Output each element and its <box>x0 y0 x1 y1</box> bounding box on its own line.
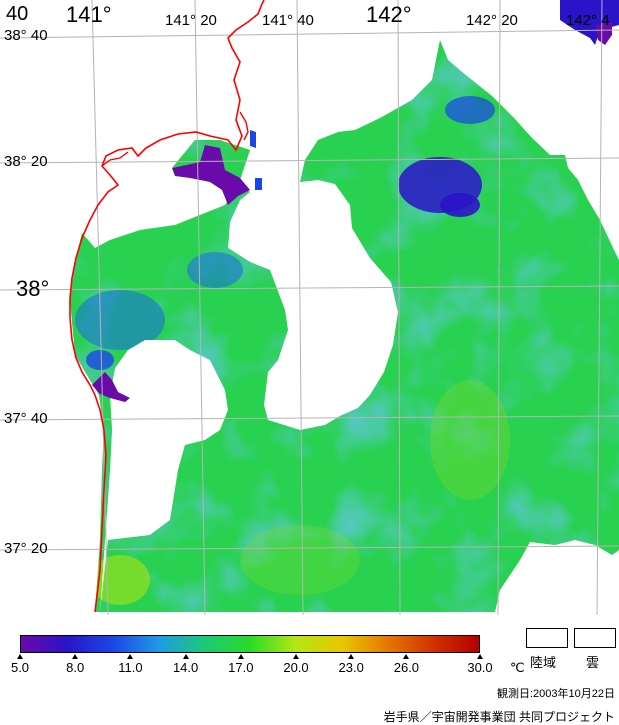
lat-label-38-40: 38° 40 <box>4 27 48 44</box>
colorbar-tick-mark <box>72 654 79 659</box>
credit-line: 岩手県／宇宙開発事業団 共同プロジェクト <box>383 710 615 724</box>
land-legend-swatch <box>526 628 568 648</box>
sst-map <box>0 0 619 615</box>
colorbar-tick-mark <box>237 654 244 659</box>
colorbar-tick-label: 17.0 <box>228 660 254 675</box>
colorbar-tick-label: 5.0 <box>10 660 30 675</box>
colorbar-tick-mark <box>403 654 410 659</box>
colorbar-tick-mark <box>182 654 189 659</box>
colorbar-tick-label: 11.0 <box>118 660 143 675</box>
colorbar-tick-mark <box>127 654 134 659</box>
temperature-colorbar <box>20 635 480 653</box>
lon-label-141-40: 141° 40 <box>262 12 314 29</box>
colorbar-tick-label: 30.0 <box>467 660 493 675</box>
lon-label-141-20: 141° 20 <box>165 12 217 29</box>
observation-date: 観測日:2003年10月22日 <box>497 688 615 700</box>
top-left-fragment: 40 <box>6 3 29 25</box>
colorbar-tick-label: 26.0 <box>393 660 420 675</box>
lat-label-38: 38° <box>16 276 50 301</box>
colorbar-tick-label: 23.0 <box>338 660 364 675</box>
colorbar-tick-mark <box>477 654 483 659</box>
land-legend-label: 陸域 <box>530 655 557 670</box>
colorbar-tick-label: 20.0 <box>283 660 309 675</box>
colorbar-tick-label: 8.0 <box>66 660 85 675</box>
lon-label-141: 141° <box>66 2 112 27</box>
lat-label-37-40: 37° 40 <box>4 410 48 427</box>
cloud-legend-label: 雲 <box>586 655 600 670</box>
lon-label-142: 142° <box>366 2 412 27</box>
colorbar-tick-mark <box>293 654 299 659</box>
lon-label-142-40: 142° 4 <box>566 12 610 29</box>
colorbar-unit: ℃ <box>510 660 525 675</box>
lat-label-38-20: 38° 20 <box>4 153 48 170</box>
colorbar-tick-mark <box>17 654 23 659</box>
colorbar-tick-label: 14.0 <box>172 660 199 675</box>
colorbar-tick-mark <box>348 654 355 659</box>
lat-label-37-20: 37° 20 <box>4 540 48 557</box>
cloud-legend-swatch <box>574 628 616 648</box>
lon-label-142-20: 142° 20 <box>466 12 518 29</box>
